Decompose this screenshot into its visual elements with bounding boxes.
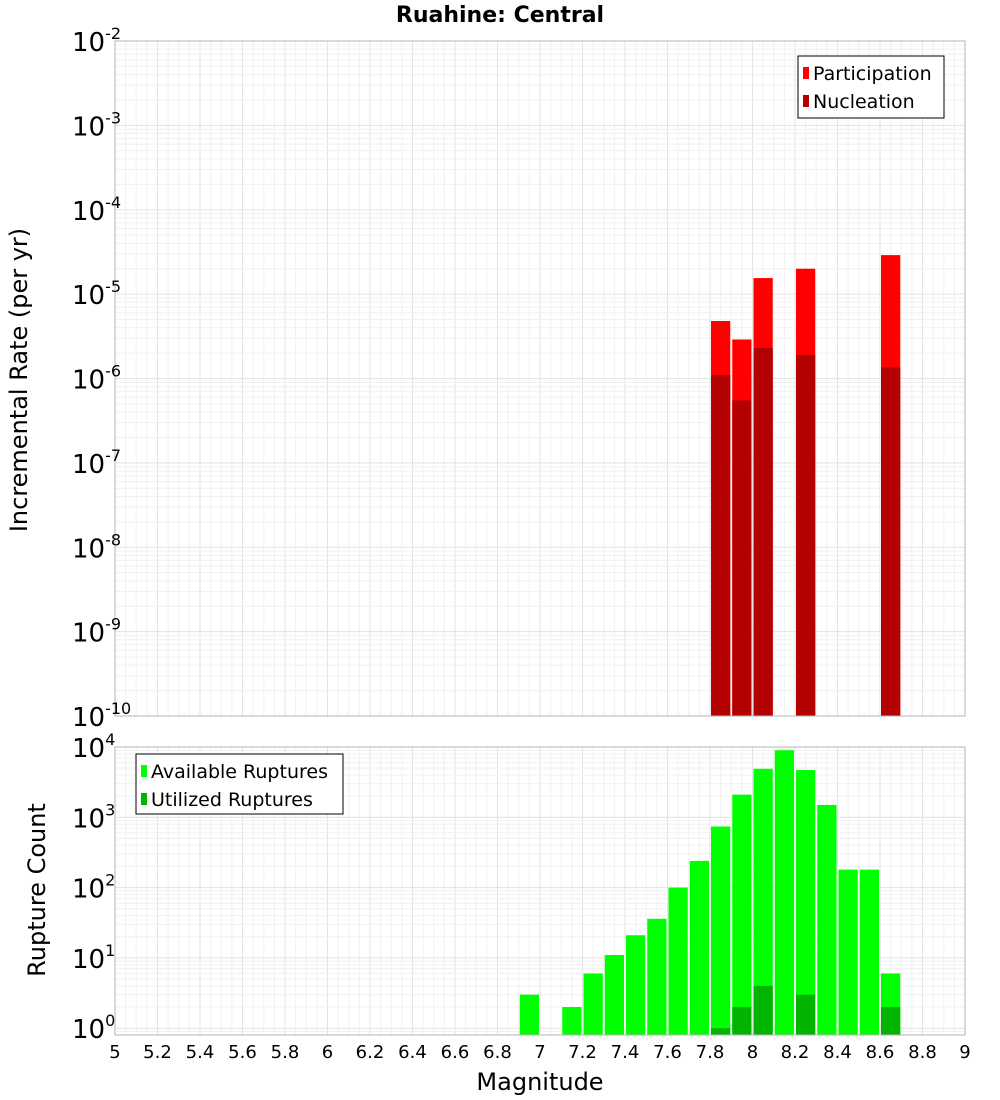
legend: Available Ruptures Utilized Ruptures	[135, 753, 344, 815]
y-tick-label: 103	[72, 800, 115, 834]
bar	[732, 400, 752, 716]
chart-title: Ruahine: Central	[396, 3, 604, 28]
legend-swatch	[803, 67, 809, 79]
y-tick-label: 10-7	[72, 446, 121, 480]
x-tick-label: 7.6	[653, 1042, 682, 1063]
bar	[711, 1028, 731, 1035]
x-tick-label: 7.8	[696, 1042, 725, 1063]
bar	[732, 1007, 752, 1035]
rupture-count-panel: 100 101 102 103 104 Available Ruptures Utilize…	[72, 730, 966, 1045]
legend-box	[797, 55, 945, 119]
x-tick-label: 7.2	[568, 1042, 597, 1063]
legend-entry: Utilized Ruptures	[151, 789, 313, 811]
x-tick-label: 8.4	[823, 1042, 852, 1063]
bar	[796, 994, 816, 1035]
x-tick-label: 8.8	[908, 1042, 937, 1063]
x-tick-label: 7	[534, 1042, 545, 1063]
x-tick-label: 5	[109, 1042, 120, 1063]
bar	[668, 887, 688, 1035]
bar	[711, 826, 731, 1035]
x-tick-label: 5.2	[143, 1042, 172, 1063]
legend-entry: Available Ruptures	[151, 761, 328, 783]
plot-frame	[114, 746, 966, 1036]
bar	[732, 794, 752, 1035]
bar	[519, 994, 539, 1035]
legend: Participation Nucleation	[797, 55, 945, 119]
y-tick-label: 102	[72, 871, 115, 905]
x-axis-ticks: 5 5.2 5.4 5.6 5.8 6 6.2 6.4 6.6 6.8 7 7.2 7.4 7.6 7.8 8…	[109, 1042, 970, 1063]
y-tick-label: 10-4	[72, 193, 121, 227]
bar	[604, 954, 624, 1035]
y-axis-ticks: 100 101 102 103 104	[72, 730, 115, 1045]
series-utilized-ruptures	[711, 985, 901, 1035]
bar	[859, 869, 879, 1035]
bar	[711, 375, 731, 716]
y-tick-label: 10-3	[72, 108, 121, 142]
plot-frame	[114, 40, 966, 717]
legend-swatch	[803, 95, 809, 107]
y-tick-label: 10-5	[72, 277, 121, 311]
legend-swatch	[141, 765, 147, 777]
y-tick-label: 10-6	[72, 362, 121, 396]
y-tick-label: 104	[72, 730, 115, 764]
legend-entry: Nucleation	[813, 91, 915, 113]
x-tick-label: 6	[322, 1042, 333, 1063]
bar	[817, 804, 837, 1035]
x-tick-label: 9	[959, 1042, 970, 1063]
y-tick-label: 10-10	[72, 699, 131, 733]
legend-box	[135, 753, 344, 815]
y-tick-label: 100	[72, 1011, 115, 1045]
legend-entry: Participation	[813, 63, 932, 85]
bar	[753, 347, 773, 716]
bar	[753, 768, 773, 1035]
bar	[881, 367, 901, 716]
bar	[689, 860, 709, 1035]
x-axis-label: Magnitude	[476, 1068, 603, 1096]
y-tick-label: 10-9	[72, 615, 121, 649]
x-tick-label: 5.6	[228, 1042, 257, 1063]
x-tick-label: 8.2	[781, 1042, 810, 1063]
x-tick-label: 6.2	[356, 1042, 385, 1063]
bar	[626, 935, 646, 1035]
bar	[583, 973, 603, 1035]
y-tick-label: 101	[72, 941, 115, 975]
participation-nucleation-panel: 10-10 10-9 10-8 10-7 10-6 10-5 10-4 10-3 10-2 Par…	[72, 24, 966, 733]
bar	[838, 869, 858, 1035]
x-tick-label: 6.6	[441, 1042, 470, 1063]
bar	[881, 1007, 901, 1035]
top-y-axis-label: Incremental Rate (per yr)	[5, 228, 33, 532]
bar	[796, 770, 816, 1035]
x-tick-label: 8	[747, 1042, 758, 1063]
series-available-ruptures	[519, 750, 901, 1035]
x-tick-label: 7.4	[611, 1042, 640, 1063]
y-tick-label: 10-2	[72, 24, 121, 58]
bar	[562, 1007, 582, 1035]
bottom-y-axis-label: Rupture Count	[23, 803, 51, 977]
legend-swatch	[141, 793, 147, 805]
bar	[753, 985, 773, 1035]
x-tick-label: 6.8	[483, 1042, 512, 1063]
x-tick-label: 5.8	[271, 1042, 300, 1063]
x-tick-label: 5.4	[186, 1042, 215, 1063]
bar	[796, 354, 816, 716]
y-axis-ticks: 10-10 10-9 10-8 10-7 10-6 10-5 10-4 10-3 10-2	[72, 24, 131, 733]
series-nucleation	[711, 347, 901, 716]
bar	[647, 918, 667, 1035]
y-tick-label: 10-8	[72, 530, 121, 564]
bar	[774, 750, 794, 1035]
x-tick-label: 8.6	[866, 1042, 895, 1063]
gridlines	[114, 40, 966, 717]
x-tick-label: 6.4	[398, 1042, 427, 1063]
